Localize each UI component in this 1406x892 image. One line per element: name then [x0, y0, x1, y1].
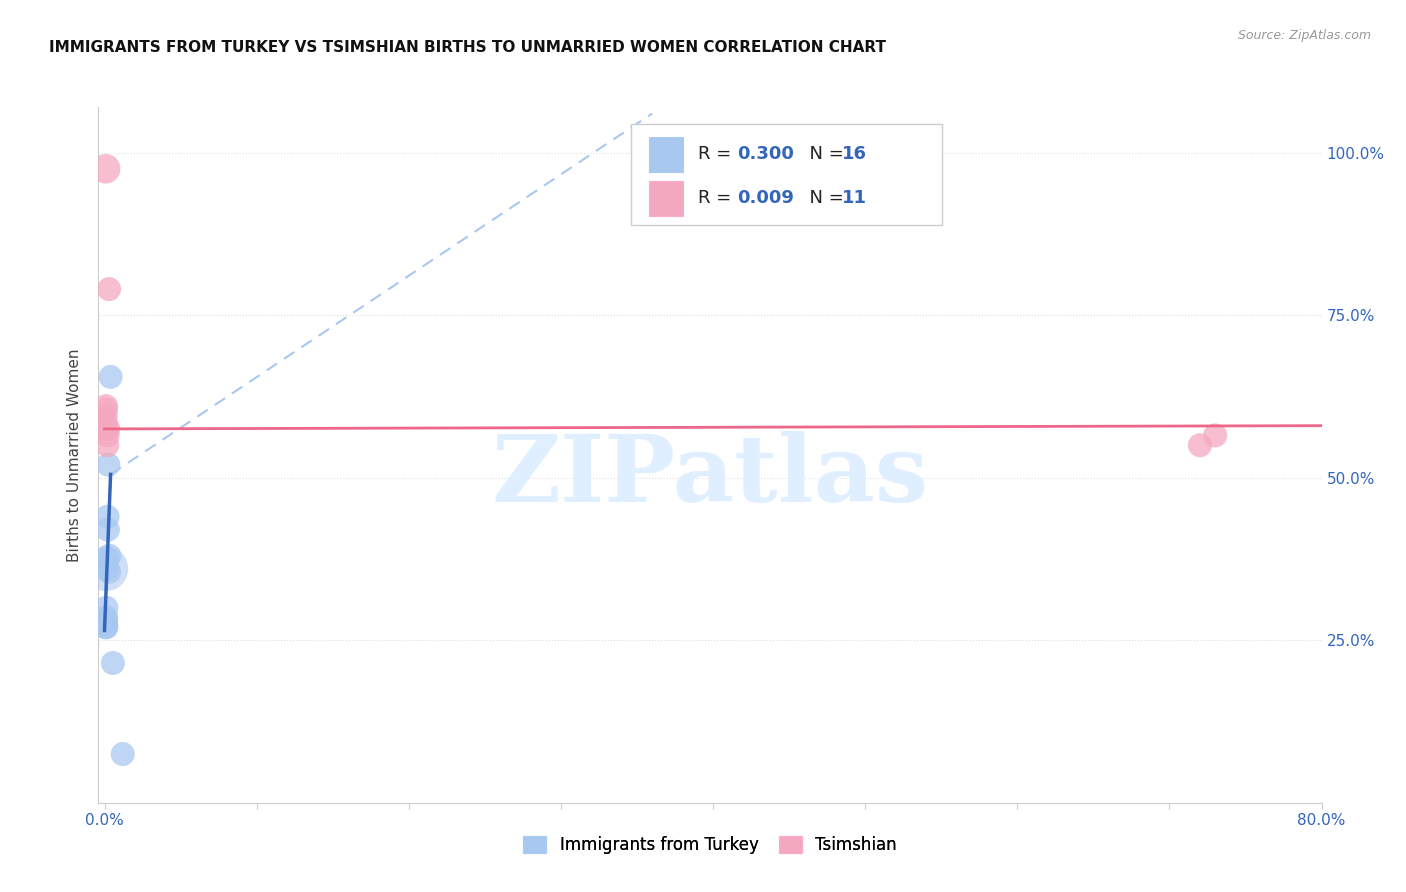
Point: [94, 399, 117, 413]
Point: [97, 422, 120, 436]
Point: [94, 614, 117, 628]
Point: [96, 428, 118, 442]
Text: 11: 11: [842, 189, 868, 207]
Text: 0.300: 0.300: [737, 145, 794, 163]
Point: [94, 416, 117, 430]
Point: [94, 562, 117, 576]
Text: IMMIGRANTS FROM TURKEY VS TSIMSHIAN BIRTHS TO UNMARRIED WOMEN CORRELATION CHART: IMMIGRANTS FROM TURKEY VS TSIMSHIAN BIRT…: [49, 40, 886, 55]
Y-axis label: Births to Unmarried Women: Births to Unmarried Women: [67, 348, 83, 562]
Point: [96, 509, 118, 524]
Legend: Immigrants from Turkey, Tsimshian: Immigrants from Turkey, Tsimshian: [516, 829, 904, 861]
Point: [97, 523, 120, 537]
Point: [1204, 428, 1226, 442]
Point: [97, 458, 120, 472]
Text: Source: ZipAtlas.com: Source: ZipAtlas.com: [1237, 29, 1371, 42]
Point: [98, 565, 121, 579]
Text: ZIPatlas: ZIPatlas: [492, 431, 928, 521]
Point: [96, 552, 118, 566]
Text: N =: N =: [799, 145, 849, 163]
Point: [96, 562, 118, 576]
Point: [94, 620, 117, 634]
Point: [94, 617, 117, 632]
Point: [94, 409, 117, 423]
FancyBboxPatch shape: [650, 136, 683, 171]
Point: [100, 370, 122, 384]
FancyBboxPatch shape: [630, 124, 942, 226]
Point: [98, 282, 121, 296]
Point: [96, 620, 118, 634]
Point: [96, 610, 118, 624]
Text: R =: R =: [697, 145, 737, 163]
Point: [96, 600, 118, 615]
Point: [94, 422, 117, 436]
Text: 16: 16: [842, 145, 868, 163]
Point: [1188, 438, 1211, 452]
Text: 0.009: 0.009: [737, 189, 794, 207]
Text: R =: R =: [697, 189, 737, 207]
Point: [98, 549, 121, 563]
Text: N =: N =: [799, 189, 849, 207]
FancyBboxPatch shape: [650, 181, 683, 216]
Point: [111, 747, 134, 761]
Point: [96, 438, 118, 452]
Point: [96, 422, 118, 436]
Point: [101, 656, 124, 670]
Point: [94, 161, 117, 176]
Point: [94, 402, 117, 417]
